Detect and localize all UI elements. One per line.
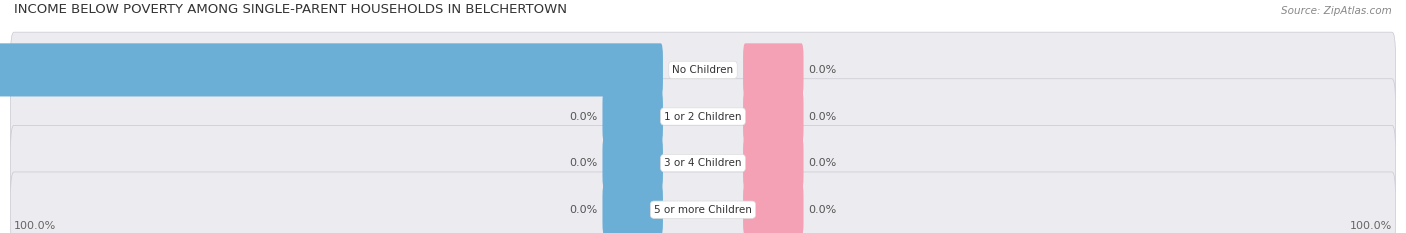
Text: 5 or more Children: 5 or more Children bbox=[654, 205, 752, 215]
FancyBboxPatch shape bbox=[603, 90, 664, 143]
Text: 0.0%: 0.0% bbox=[808, 112, 837, 121]
Text: INCOME BELOW POVERTY AMONG SINGLE-PARENT HOUSEHOLDS IN BELCHERTOWN: INCOME BELOW POVERTY AMONG SINGLE-PARENT… bbox=[14, 3, 567, 16]
FancyBboxPatch shape bbox=[744, 90, 804, 143]
Text: 1 or 2 Children: 1 or 2 Children bbox=[664, 112, 742, 121]
FancyBboxPatch shape bbox=[744, 137, 804, 190]
FancyBboxPatch shape bbox=[603, 183, 664, 233]
Text: 0.0%: 0.0% bbox=[808, 158, 837, 168]
FancyBboxPatch shape bbox=[10, 32, 1395, 108]
FancyBboxPatch shape bbox=[10, 79, 1395, 154]
Text: 0.0%: 0.0% bbox=[569, 205, 598, 215]
FancyBboxPatch shape bbox=[0, 43, 664, 96]
Text: 100.0%: 100.0% bbox=[1350, 221, 1392, 231]
FancyBboxPatch shape bbox=[744, 43, 804, 96]
FancyBboxPatch shape bbox=[744, 183, 804, 233]
Text: 100.0%: 100.0% bbox=[14, 221, 56, 231]
Text: Source: ZipAtlas.com: Source: ZipAtlas.com bbox=[1281, 6, 1392, 16]
Text: 3 or 4 Children: 3 or 4 Children bbox=[664, 158, 742, 168]
Text: 0.0%: 0.0% bbox=[808, 65, 837, 75]
FancyBboxPatch shape bbox=[10, 125, 1395, 201]
FancyBboxPatch shape bbox=[603, 137, 664, 190]
Text: 0.0%: 0.0% bbox=[808, 205, 837, 215]
Text: 0.0%: 0.0% bbox=[569, 158, 598, 168]
Text: No Children: No Children bbox=[672, 65, 734, 75]
Text: 0.0%: 0.0% bbox=[569, 112, 598, 121]
FancyBboxPatch shape bbox=[10, 172, 1395, 233]
